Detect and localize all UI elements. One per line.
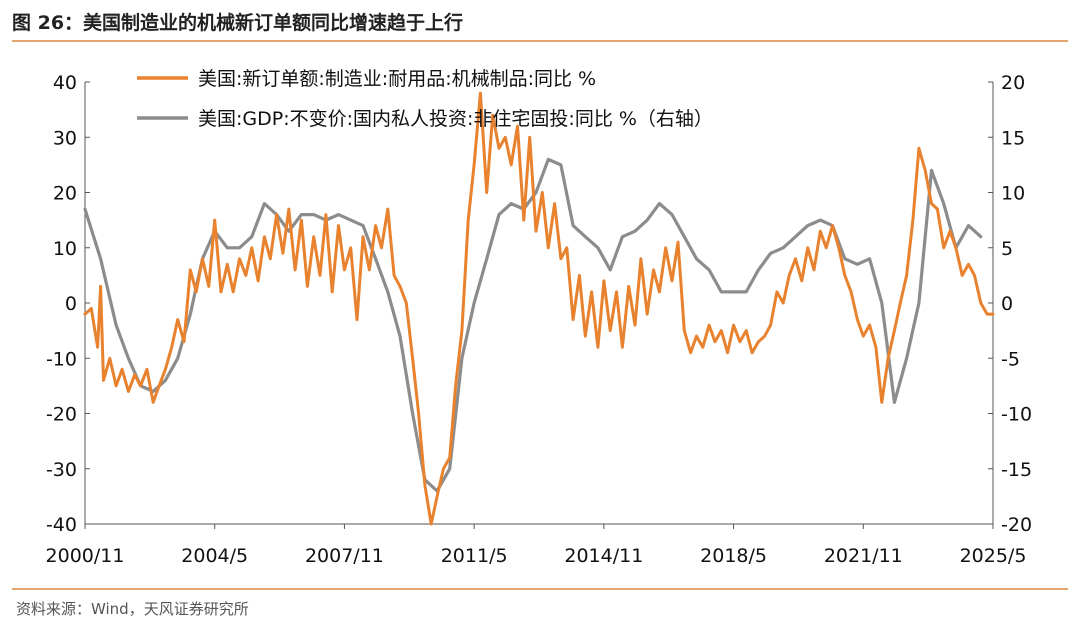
bottom-rule (12, 588, 1068, 590)
left-tick-label: 40 (53, 72, 77, 94)
x-tick-label: 2025/5 (960, 545, 1027, 567)
right-tick-label: 20 (1001, 72, 1025, 94)
left-tick-label: 10 (53, 238, 77, 260)
left-tick-label: 0 (65, 293, 77, 315)
left-tick-label: -10 (46, 348, 77, 370)
x-tick-label: 2021/11 (824, 545, 903, 567)
left-tick-label: 20 (53, 183, 77, 205)
left-tick-label: -40 (46, 514, 77, 536)
chart-series-layer (83, 91, 995, 526)
left-tick-label: 30 (53, 127, 77, 149)
right-tick-label: -20 (1001, 514, 1032, 536)
chart-legend: 美国:新订单额:制造业:耐用品:机械制品:同比 % 美国:GDP:不变价:国内私人… (137, 68, 713, 130)
right-tick-label: -15 (1001, 459, 1032, 481)
source-note: 资料来源：Wind，天风证券研究所 (16, 600, 249, 618)
figure-title: 图 26：美国制造业的机械新订单额同比增速趋于上行 (12, 12, 464, 34)
x-tick-label: 2014/11 (564, 545, 643, 567)
top-rule (12, 40, 1068, 42)
right-tick-label: 0 (1001, 293, 1013, 315)
x-tick-label: 2011/5 (441, 545, 508, 567)
left-tick-label: -20 (46, 404, 77, 426)
x-tick-label: 2004/5 (181, 545, 248, 567)
legend-label-2: 美国:GDP:不变价:国内私人投资:非住宅固投:同比 %（右轴） (198, 108, 713, 130)
x-tick-label: 2018/5 (700, 545, 767, 567)
right-tick-label: 10 (1001, 183, 1025, 205)
x-tick-label: 2000/11 (46, 545, 125, 567)
right-tick-label: -10 (1001, 404, 1032, 426)
left-tick-label: -30 (46, 459, 77, 481)
x-tick-label: 2007/11 (305, 545, 384, 567)
series-line-gdp-investment (83, 157, 983, 493)
legend-label-1: 美国:新订单额:制造业:耐用品:机械制品:同比 % (198, 68, 596, 90)
right-tick-label: 15 (1001, 127, 1025, 149)
right-tick-label: -5 (1001, 348, 1020, 370)
right-tick-label: 5 (1001, 238, 1013, 260)
series-line-machinery-orders (83, 91, 995, 526)
chart-axes: 40 30 20 10 0 -10 -20 -30 -40 20 15 10 5 0 -5 -10 -15 -20… (46, 72, 1033, 567)
